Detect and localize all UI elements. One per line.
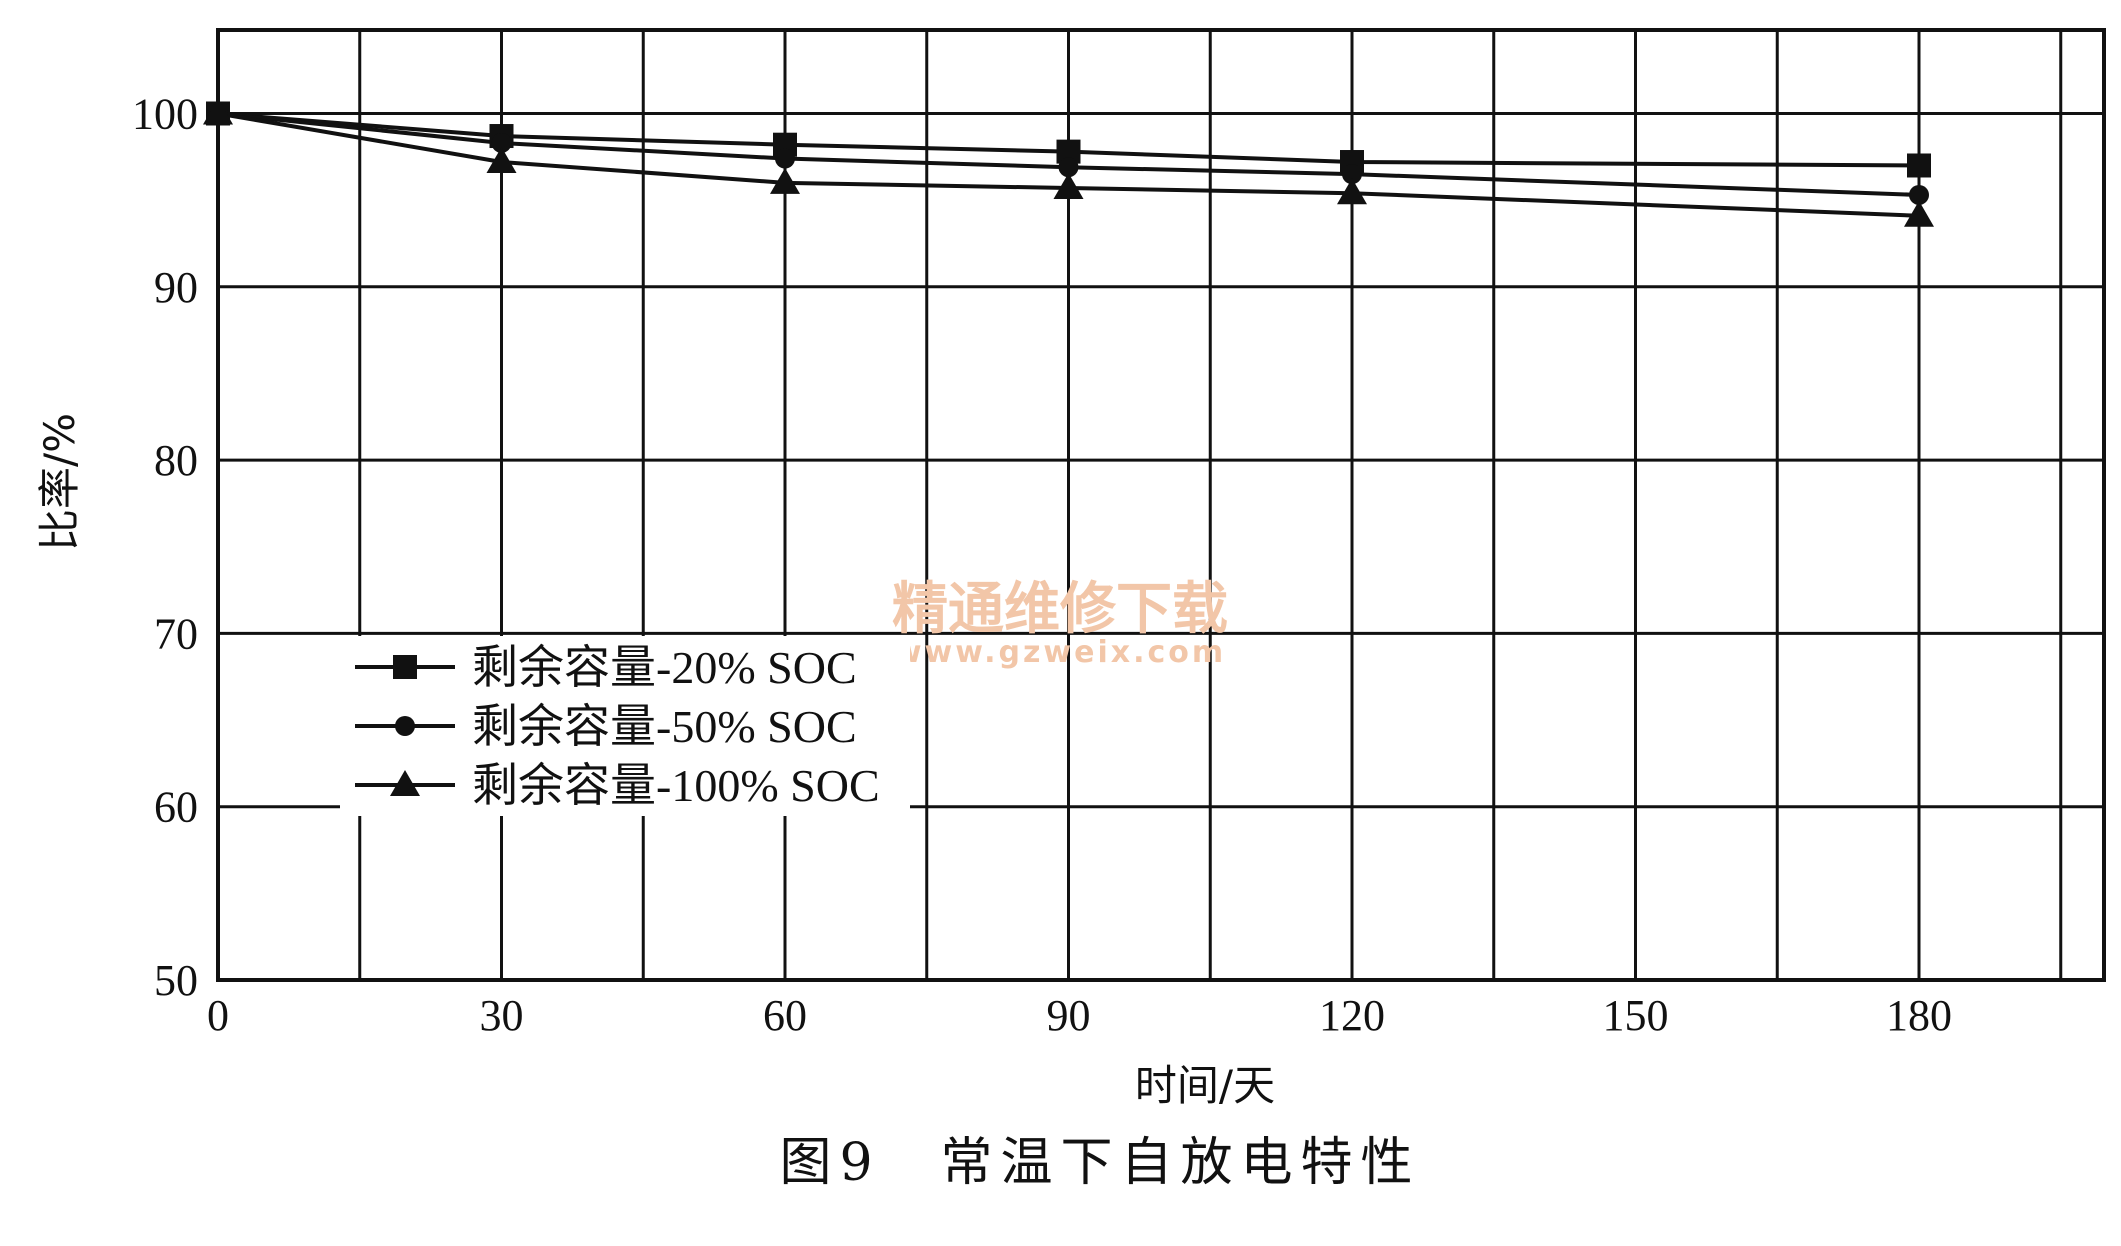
y-tick-label: 100	[132, 90, 198, 139]
legend-label: 剩余容量-50% SOC	[472, 701, 857, 752]
legend-marker-square	[393, 655, 417, 679]
x-tick-label: 180	[1886, 991, 1952, 1040]
watermark-url: www.gzweix.com	[894, 635, 1226, 670]
x-tick-label: 90	[1047, 991, 1091, 1040]
legend-marker-circle	[395, 716, 415, 736]
data-point-circle	[1342, 164, 1362, 185]
y-tick-label: 60	[154, 783, 198, 832]
plot-border	[216, 28, 2106, 982]
legend-marker-triangle	[390, 770, 420, 796]
data-point-triangle	[486, 147, 517, 174]
tick-labels: 0 30 60 90 120 150 180 50 60 70 80 90 100	[132, 90, 1952, 1041]
x-tick-label: 0	[207, 991, 229, 1040]
legend: 剩余容量-20% SOC 剩余容量-50% SOC 剩余容量-100% SOC	[340, 636, 910, 816]
watermark: 精通维修下载 www.gzweix.com	[892, 577, 1228, 670]
x-tick-label: 30	[480, 991, 524, 1040]
data-point-circle	[491, 132, 512, 153]
legend-label: 剩余容量-20% SOC	[472, 642, 857, 693]
data-point-circle	[1909, 184, 1929, 205]
data-point-triangle	[1337, 178, 1367, 205]
watermark-text: 精通维修下载	[892, 577, 1228, 642]
series-line-square	[217, 111, 1920, 168]
y-axis-title: 比率/%	[35, 413, 84, 551]
data-point-circle	[775, 148, 795, 169]
plot-frame	[216, 28, 2106, 982]
y-tick-label: 80	[154, 436, 198, 485]
series-line-circle	[217, 111, 1920, 197]
series-line-triangle	[217, 111, 1920, 218]
y-tick-label: 70	[154, 609, 198, 658]
x-tick-label: 120	[1319, 991, 1385, 1040]
legend-label: 剩余容量-100% SOC	[472, 760, 880, 811]
data-point-triangle	[1053, 173, 1084, 200]
figure-caption: 图9 常温下自放电特性	[779, 1133, 1420, 1193]
x-tick-label: 150	[1603, 991, 1669, 1040]
x-axis-title: 时间/天	[1135, 1061, 1275, 1110]
y-tick-label: 90	[154, 263, 198, 312]
y-tick-label: 50	[154, 956, 198, 1005]
data-point-triangle	[770, 167, 800, 194]
x-tick-label: 60	[763, 991, 807, 1040]
data-point-square	[1907, 153, 1931, 178]
series-lines	[217, 111, 1920, 218]
data-point-circle	[1058, 157, 1079, 178]
data-point-triangle	[1904, 200, 1934, 227]
